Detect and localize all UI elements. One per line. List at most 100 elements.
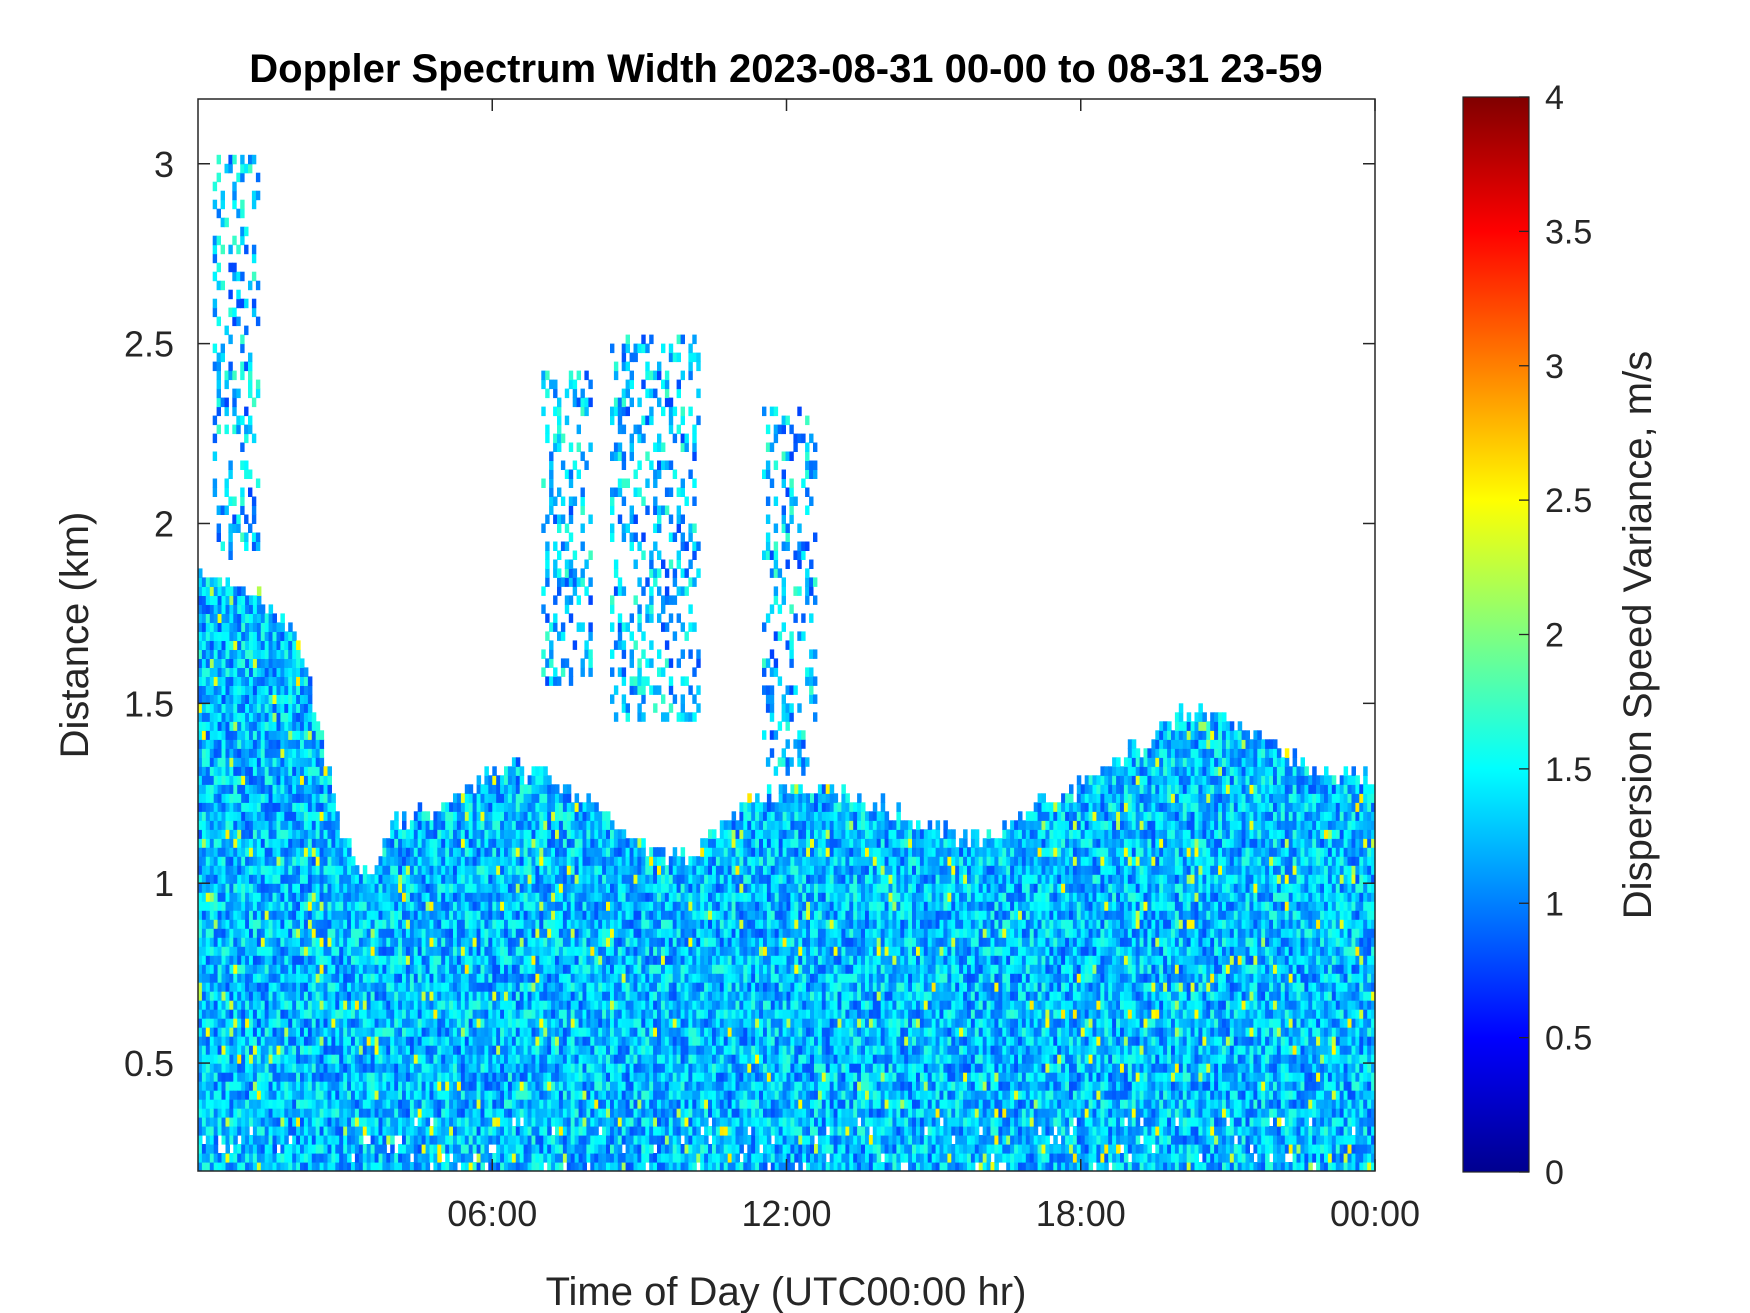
heatmap-cell [574,892,580,902]
heatmap-cell [484,1063,489,1073]
heatmap-cell [217,577,223,587]
heatmap-cell [205,937,211,947]
heatmap-cell [476,1009,482,1019]
heatmap-cell [441,1135,446,1145]
heatmap-cell [209,1162,215,1171]
heatmap-cell [315,1063,321,1073]
heatmap-cell [535,901,540,911]
heatmap-cell [413,964,419,974]
heatmap-cell [543,820,548,830]
heatmap-cell [292,910,297,920]
heatmap-cell [453,838,458,848]
heatmap-cell [500,1000,505,1010]
heatmap-cell [417,1072,423,1082]
heatmap-cell [260,730,266,740]
heatmap-cell [456,919,462,929]
heatmap-cell [272,1063,277,1073]
heatmap-cell [409,1072,415,1082]
heatmap-cell [429,1081,434,1091]
heatmap-cell [453,1000,458,1010]
heatmap-cell [417,1036,423,1046]
heatmap-cell [241,1135,246,1145]
heatmap-cell [296,1063,301,1073]
heatmap-cell [339,838,344,848]
heatmap-cell [464,1045,470,1055]
heatmap-cell [233,775,238,785]
heatmap-cell [221,694,226,704]
heatmap-cell [205,757,211,767]
heatmap-cell [519,829,525,839]
heatmap-cell [539,1117,544,1127]
heatmap-cell [558,793,564,803]
heatmap-cell [260,1126,266,1136]
heatmap-cell [221,631,226,641]
heatmap-cell [382,1081,387,1091]
heatmap-cell [264,910,270,920]
heatmap-cell [284,802,289,812]
heatmap-cell [515,1036,521,1046]
heatmap-cell [327,1009,332,1019]
heatmap-cell [574,1153,580,1163]
heatmap-cell [613,1099,619,1109]
heatmap-cell [303,730,309,740]
heatmap-cell [213,829,219,839]
heatmap-cell [249,802,254,812]
heatmap-cell [531,1117,536,1127]
heatmap-cell [354,955,360,965]
heatmap-cell [523,1045,529,1055]
heatmap-cell [558,1162,564,1171]
heatmap-cell [213,649,219,659]
heatmap-cell [500,982,505,992]
heatmap-cell [402,937,407,947]
heatmap-cell [405,1054,411,1064]
heatmap-cell [198,622,203,632]
heatmap-cell [256,586,262,596]
heatmap-cell [245,685,250,695]
heatmap-cell [476,1135,482,1145]
heatmap-cell [205,586,211,596]
heatmap-cell [456,910,462,920]
heatmap-cell [331,838,336,848]
heatmap-cell [539,973,544,983]
heatmap-cell [437,856,442,866]
heatmap-cell [233,928,238,938]
heatmap-cell [354,1054,360,1064]
heatmap-cell [351,901,356,911]
heatmap-cell [606,1045,611,1055]
heatmap-cell [441,991,446,1001]
heatmap-cell [205,604,211,614]
heatmap-cell [382,1072,387,1082]
heatmap-cell [311,757,317,767]
heatmap-cell [500,829,505,839]
heatmap-cell [445,937,450,947]
heatmap-cell [382,955,387,965]
heatmap-cell [453,847,458,857]
heatmap-cell [276,766,281,776]
heatmap-cell [613,1126,619,1136]
heatmap-cell [241,1126,246,1136]
heatmap-cell [598,1108,603,1118]
heatmap-cell [331,1054,336,1064]
heatmap-cell [515,964,521,974]
heatmap-cell [488,964,493,974]
heatmap-cell [319,1000,325,1010]
heatmap-cell [343,1099,348,1109]
heatmap-cell [515,802,521,812]
heatmap-cell [280,622,285,632]
heatmap-cell [268,1063,274,1073]
heatmap-cell [488,937,493,947]
heatmap-cell [205,982,211,992]
heatmap-cell [480,793,485,803]
heatmap-cell [300,1036,305,1046]
heatmap-cell [378,919,383,929]
heatmap-cell [268,730,274,740]
heatmap-cell [347,991,352,1001]
heatmap-cell [570,910,576,920]
heatmap-cell [229,964,234,974]
heatmap-cell [613,973,619,983]
heatmap-cell [594,910,599,920]
heatmap-cell [598,919,603,929]
heatmap-cell [264,739,270,749]
heatmap-cell [574,820,580,830]
heatmap-cell [586,928,591,938]
